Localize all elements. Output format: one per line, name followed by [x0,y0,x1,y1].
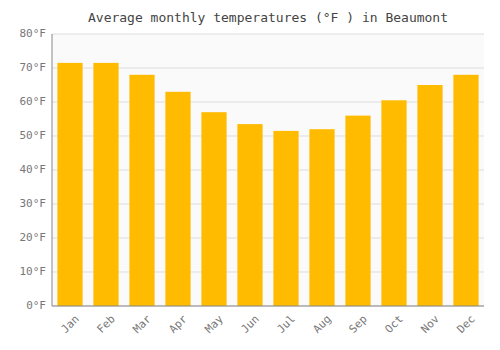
bar [93,63,118,306]
bar [381,100,406,306]
y-tick-label: 40°F [20,163,47,176]
bar [453,75,478,306]
x-tick-label: Aug [311,313,334,336]
bar [273,131,298,306]
x-tick-label: Jan [59,313,82,336]
bar [165,92,190,306]
x-tick-label: Mar [131,312,155,336]
y-tick-label: 20°F [20,231,47,244]
x-tick-label: Jun [239,313,262,336]
y-tick-label: 60°F [20,95,47,108]
y-tick-label: 50°F [20,129,47,142]
x-tick-label: May [203,312,227,336]
y-grid [52,34,484,306]
x-tick-label: Feb [95,313,118,336]
x-tick-label: Jul [275,313,298,336]
plot-background [52,34,484,306]
chart-container: 0°F 10°F 20°F 30°F 40°F 50°F 60°F 70°F 80°F Jan Fe… [0,0,500,350]
y-tick-label: 70°F [20,61,47,74]
bar [129,75,154,306]
bar [201,112,226,306]
x-tick-label: Apr [167,312,191,336]
bar [417,85,442,306]
y-tick-label: 30°F [20,197,47,210]
grid-line [52,306,484,307]
chart-title: Average monthly temperatures (°F ) in Be… [88,10,448,25]
x-axis-line [52,306,484,307]
x-tick-label: Dec [455,313,478,336]
bar [309,129,334,306]
y-tick-label: 80°F [20,27,47,40]
x-tick-label: Sep [347,313,370,336]
y-tick-label: 0°F [26,299,46,312]
bar [345,116,370,306]
y-axis-line [52,34,53,306]
bars [57,63,478,306]
grid-line [52,34,484,35]
bar [237,124,262,306]
chart-svg: 0°F 10°F 20°F 30°F 40°F 50°F 60°F 70°F 80°F Jan Fe… [0,0,500,350]
x-tick-label: Nov [419,312,443,336]
bar [57,63,82,306]
y-tick-label: 10°F [20,265,47,278]
x-tick-label: Oct [383,313,406,336]
